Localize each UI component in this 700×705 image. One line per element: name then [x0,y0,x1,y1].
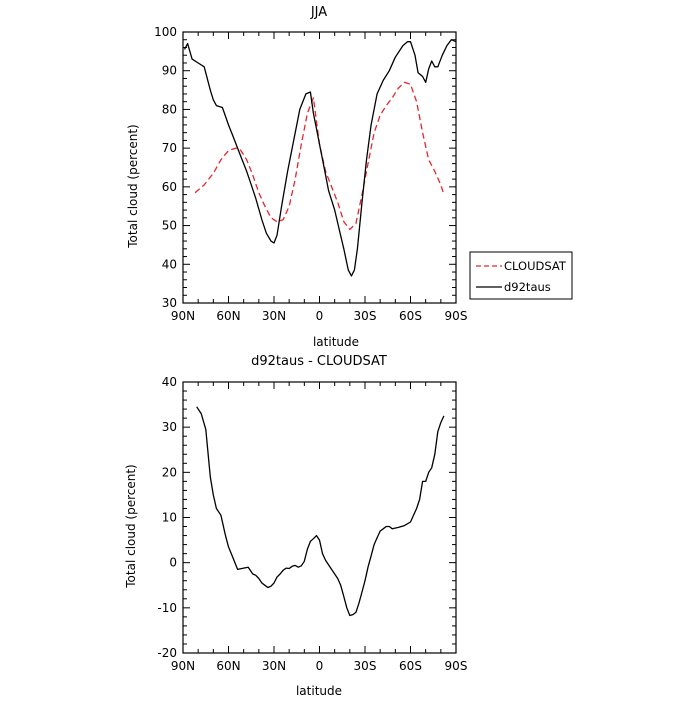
top-x-axis-label: latitude [313,335,359,349]
x-tick-label: 0 [316,309,324,323]
x-tick-label: 90S [445,659,468,673]
x-tick-label: 90S [445,309,468,323]
y-tick-label: 0 [169,556,177,570]
top-tick-marks [182,31,457,304]
bottom-x-axis-label: latitude [296,684,342,698]
y-tick-label: 40 [162,375,177,389]
x-tick-label: 30S [354,659,377,673]
bottom-y-axis-label: Total cloud (percent) [124,464,138,588]
y-tick-label: 30 [162,420,177,434]
top-y-tick-labels: 30 40 50 60 70 80 90 100 [154,25,177,310]
legend: CLOUDSAT d92taus [469,251,573,300]
bottom-series-lines [196,406,445,617]
y-tick-label: 80 [162,102,177,116]
y-tick-label: 100 [154,25,177,39]
legend-label-cloudsat: CLOUDSAT [504,259,567,273]
bottom-chart-title: d92taus - CLOUDSAT [251,354,387,369]
x-tick-label: 60N [216,659,240,673]
series-line-cloudsat [194,81,445,231]
x-tick-label: 90N [171,309,195,323]
bottom-y-tick-labels: -20 -10 0 10 20 30 40 [157,375,177,660]
x-tick-label: 60S [399,309,422,323]
y-tick-label: 40 [162,257,177,271]
x-tick-label: 30N [262,309,286,323]
series-line-d92taus [183,39,457,277]
top-y-axis-label: Total cloud (percent) [126,124,140,248]
y-tick-label: 30 [162,296,177,310]
series-line-series-0 [196,406,445,617]
legend-box [469,251,573,300]
bottom-tick-marks [182,381,457,654]
y-tick-label: -20 [157,646,177,660]
y-tick-label: 10 [162,511,177,525]
y-tick-label: 90 [162,64,177,78]
y-tick-label: -10 [157,601,177,615]
y-tick-label: 70 [162,141,177,155]
top-series-lines [183,39,457,277]
y-tick-label: 50 [162,219,177,233]
x-tick-label: 90N [171,659,195,673]
x-tick-label: 0 [316,659,324,673]
legend-label-d92taus: d92taus [504,280,551,294]
top-x-tick-labels: 90N 60N 30N 0 30S 60S 90S [171,309,468,323]
x-tick-label: 60N [216,309,240,323]
bottom-panel: d92taus - CLOUDSAT -20 -10 0 10 20 30 40 90N 60… [124,354,467,698]
bottom-x-tick-labels: 90N 60N 30N 0 30S 60S 90S [171,659,468,673]
y-tick-label: 20 [162,465,177,479]
x-tick-label: 60S [399,659,422,673]
x-tick-label: 30N [262,659,286,673]
x-tick-label: 30S [354,309,377,323]
top-chart-title: JJA [310,5,327,20]
y-tick-label: 60 [162,180,177,194]
